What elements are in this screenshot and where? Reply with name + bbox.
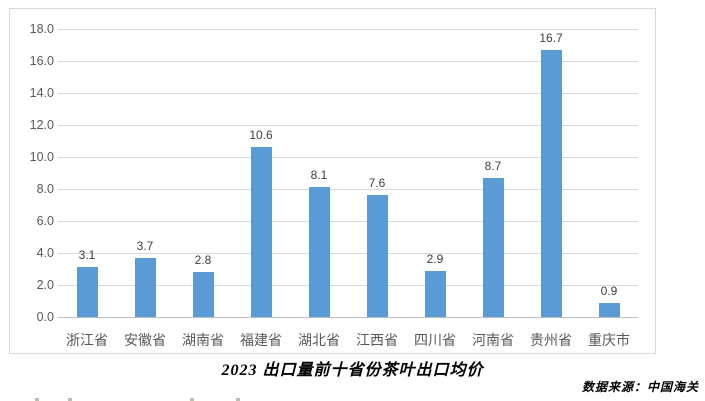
y-axis-tick-label: 8.0	[36, 182, 54, 196]
bar	[134, 258, 156, 317]
bar	[192, 272, 214, 317]
chart-frame: 18.0 16.0 14.0 12.0 10.0 8.0 6.0 4.0 2.0 0.0 3.1 3…	[9, 8, 656, 354]
cutoff-text-fragment	[190, 398, 194, 401]
y-axis-tick-label: 16.0	[29, 54, 54, 68]
bar	[482, 178, 504, 317]
gridline	[58, 189, 638, 190]
y-axis-tick-label: 2.0	[36, 278, 54, 292]
bar	[540, 50, 562, 317]
gridline	[58, 285, 638, 286]
data-source-note: 数据来源：中国海关	[581, 380, 699, 394]
y-axis-tick-label: 14.0	[29, 86, 54, 100]
chart-title: 2023 出口量前十省份茶叶出口均价	[221, 362, 484, 379]
x-axis-category-label: 贵州省	[530, 332, 572, 348]
x-axis-category-label: 湖北省	[298, 332, 340, 348]
y-axis-tick-label: 18.0	[29, 22, 54, 36]
bar-value-label: 16.7	[539, 31, 563, 45]
x-axis-category-label: 江西省	[356, 332, 398, 348]
bar	[366, 195, 388, 317]
bar	[250, 147, 272, 317]
gridline	[58, 157, 638, 158]
bar-value-label: 3.1	[78, 248, 96, 262]
bar-value-label: 8.1	[310, 168, 328, 182]
x-axis-category-label: 安徽省	[124, 332, 166, 348]
bar	[76, 267, 98, 317]
x-axis-category-label: 湖南省	[182, 332, 224, 348]
x-axis-category-label: 重庆市	[588, 332, 630, 348]
bar-value-label: 10.6	[249, 128, 273, 142]
cutoff-text-fragment	[68, 398, 72, 401]
x-axis-line	[58, 317, 638, 318]
y-axis-tick-label: 10.0	[29, 150, 54, 164]
x-axis-category-label: 四川省	[414, 332, 456, 348]
bar-value-label: 7.6	[368, 176, 386, 190]
bar-value-label: 3.7	[136, 239, 154, 253]
bar-value-label: 8.7	[484, 159, 502, 173]
bar-value-label: 0.9	[600, 284, 618, 298]
y-axis-tick-label: 0.0	[36, 310, 54, 324]
bar	[598, 303, 620, 317]
gridline	[58, 253, 638, 254]
x-axis-category-label: 河南省	[472, 332, 514, 348]
cutoff-text-fragment	[236, 398, 240, 401]
gridline	[58, 29, 638, 30]
gridline	[58, 221, 638, 222]
gridline	[58, 61, 638, 62]
gridline	[58, 93, 638, 94]
y-axis-tick-label: 12.0	[29, 118, 54, 132]
x-axis-category-label: 福建省	[240, 332, 282, 348]
bar	[308, 187, 330, 317]
y-axis-tick-label: 4.0	[36, 246, 54, 260]
cutoff-text-fragment	[35, 398, 39, 401]
bar-value-label: 2.9	[426, 252, 444, 266]
bar-value-label: 2.8	[194, 253, 212, 267]
x-axis-category-label: 浙江省	[66, 332, 108, 348]
gridline	[58, 125, 638, 126]
bar	[424, 271, 446, 317]
y-axis-tick-label: 6.0	[36, 214, 54, 228]
